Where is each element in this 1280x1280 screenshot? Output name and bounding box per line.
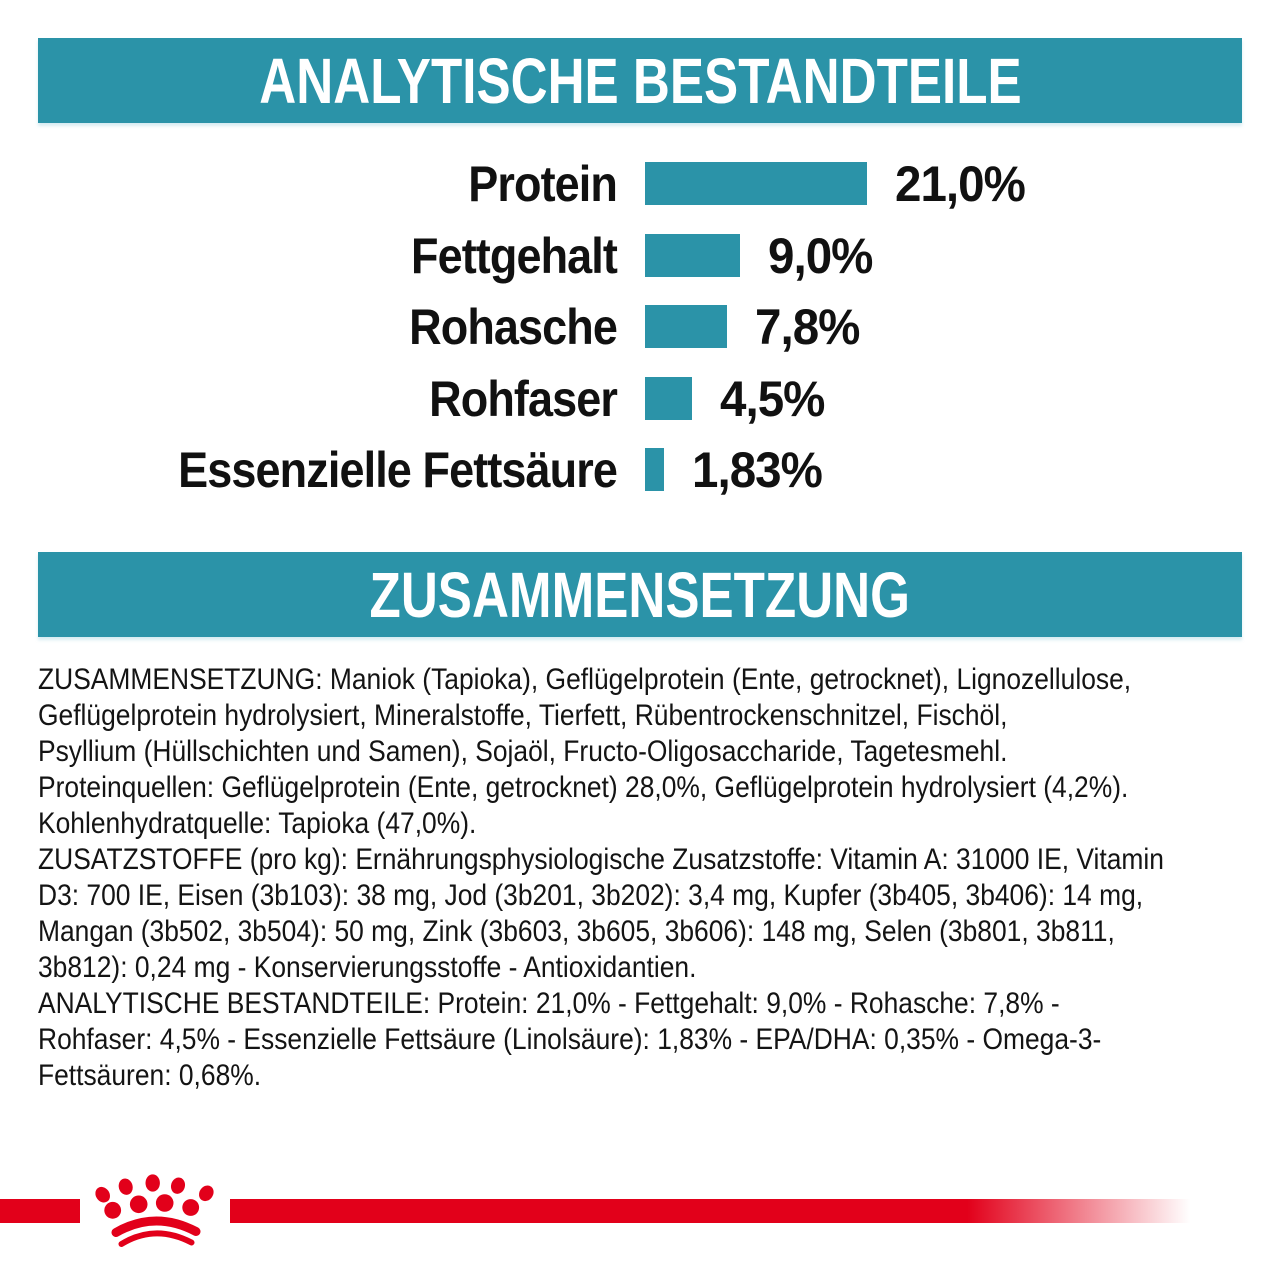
chart-category-label: Rohasche <box>409 298 618 355</box>
chart-row: Rohfaser 4,5% <box>38 371 830 427</box>
composition-line: Psyllium (Hüllschichten und Samen), Soja… <box>38 735 1008 768</box>
chart-category-label: Essenzielle Fettsäure <box>178 441 618 498</box>
composition-line: D3: 700 IE, Eisen (3b103): 38 mg, Jod (3… <box>38 879 1144 912</box>
chart-bar <box>645 305 727 348</box>
composition-section-header: ZUSAMMENSETZUNG <box>38 552 1242 637</box>
composition-line: Rohfaser: 4,5% - Essenzielle Fettsäure (… <box>38 1023 1102 1056</box>
chart-bar <box>645 234 740 277</box>
chart-category-label: Fettgehalt <box>410 227 618 284</box>
chart-value-label: 9,0% <box>768 227 873 284</box>
chart-category-label: Protein <box>468 155 618 212</box>
composition-line: ANALYTISCHE BESTANDTEILE: Protein: 21,0%… <box>38 987 1060 1020</box>
analytical-section-title: ANALYTISCHE BESTANDTEILE <box>258 44 1022 117</box>
composition-line: 3b812): 0,24 mg - Konservierungsstoffe -… <box>38 951 697 984</box>
composition-line: ZUSAMMENSETZUNG: Maniok (Tapioka), Geflü… <box>38 663 1132 696</box>
chart-value-label: 21,0% <box>895 155 1026 212</box>
footer-stripe-left <box>0 1199 80 1223</box>
chart-bar <box>645 448 664 491</box>
chart-value-label: 7,8% <box>755 298 860 355</box>
composition-line: Mangan (3b502, 3b504): 50 mg, Zink (3b60… <box>38 915 1115 948</box>
composition-line: Kohlenhydratquelle: Tapioka (47,0%). <box>38 807 477 840</box>
chart-row: Fettgehalt 9,0% <box>38 228 878 284</box>
chart-value-label: 1,83% <box>692 441 823 498</box>
composition-text-block: ZUSAMMENSETZUNG: Maniok (Tapioka), Geflü… <box>38 662 1164 1094</box>
composition-line: ZUSATZSTOFFE (pro kg): Ernährungsphysiol… <box>38 843 1164 876</box>
chart-category-label: Rohfaser <box>429 370 618 427</box>
footer-stripe-right <box>230 1199 1200 1223</box>
composition-line: Fettsäuren: 0,68%. <box>38 1059 262 1092</box>
analytical-section-header: ANALYTISCHE BESTANDTEILE <box>38 38 1242 123</box>
royal-canin-crown-logo <box>95 1174 214 1247</box>
chart-row: Rohasche 7,8% <box>38 299 865 355</box>
chart-row: Essenzielle Fettsäure 1,83% <box>38 442 829 498</box>
composition-section-title: ZUSAMMENSETZUNG <box>369 558 911 631</box>
chart-bar <box>645 377 692 420</box>
chart-value-label: 4,5% <box>720 370 825 427</box>
chart-bar <box>645 162 867 205</box>
composition-line: Proteinquellen: Geflügelprotein (Ente, g… <box>38 771 1129 804</box>
composition-line: Geflügelprotein hydrolysiert, Mineralsto… <box>38 699 1008 732</box>
chart-row: Protein 21,0% <box>38 156 1032 212</box>
